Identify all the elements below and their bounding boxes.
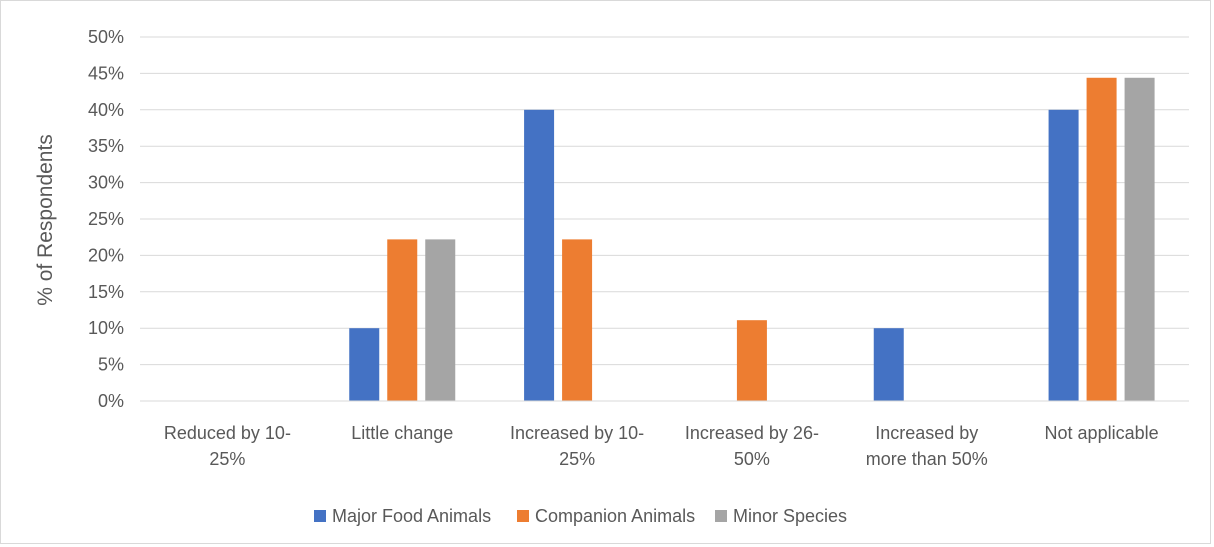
x-tick-label: Reduced by 10-25% [164,423,291,469]
y-tick-label: 0% [98,391,124,411]
legend-swatch [715,510,727,522]
bar [524,109,555,402]
y-tick-label: 30% [88,173,124,193]
legend-swatch [314,510,326,522]
legend-label: Companion Animals [535,506,695,526]
bar [873,328,904,401]
legend: Major Food Animals Companion Animals Minor… [314,506,847,526]
bar [562,239,593,401]
x-tick-label: Increased by 26-50% [685,423,819,469]
y-tick-label: 35% [88,136,124,156]
x-tick-label: Not applicable [1045,423,1159,443]
bar [1048,109,1079,402]
bar [349,328,380,401]
y-axis-ticks: 0% 5% 10% 15% 20% 25% 30% 35% 40% 45% 50% [88,27,124,411]
bars [349,77,1155,402]
gridlines [140,36,1189,366]
x-tick-label: Little change [351,423,453,443]
bar [387,239,418,401]
y-tick-label: 10% [88,318,124,338]
bar [736,320,767,401]
y-tick-label: 20% [88,245,124,265]
legend-label: Minor Species [733,506,847,526]
y-tick-label: 25% [88,209,124,229]
y-tick-label: 40% [88,100,124,120]
legend-label: Major Food Animals [332,506,491,526]
bar [1086,77,1117,401]
x-tick-label: Increased by 10-25% [510,423,644,469]
bar [1124,77,1155,401]
y-tick-label: 45% [88,63,124,83]
y-axis-label: % of Respondents [34,134,57,306]
y-tick-label: 50% [88,27,124,47]
x-tick-label: Increased by more than 50% [866,423,988,469]
x-axis-categories: Reduced by 10-25% Little change Increased … [164,423,1159,469]
bar [425,239,456,401]
legend-swatch [517,510,529,522]
y-tick-label: 5% [98,355,124,375]
y-tick-label: 15% [88,282,124,302]
